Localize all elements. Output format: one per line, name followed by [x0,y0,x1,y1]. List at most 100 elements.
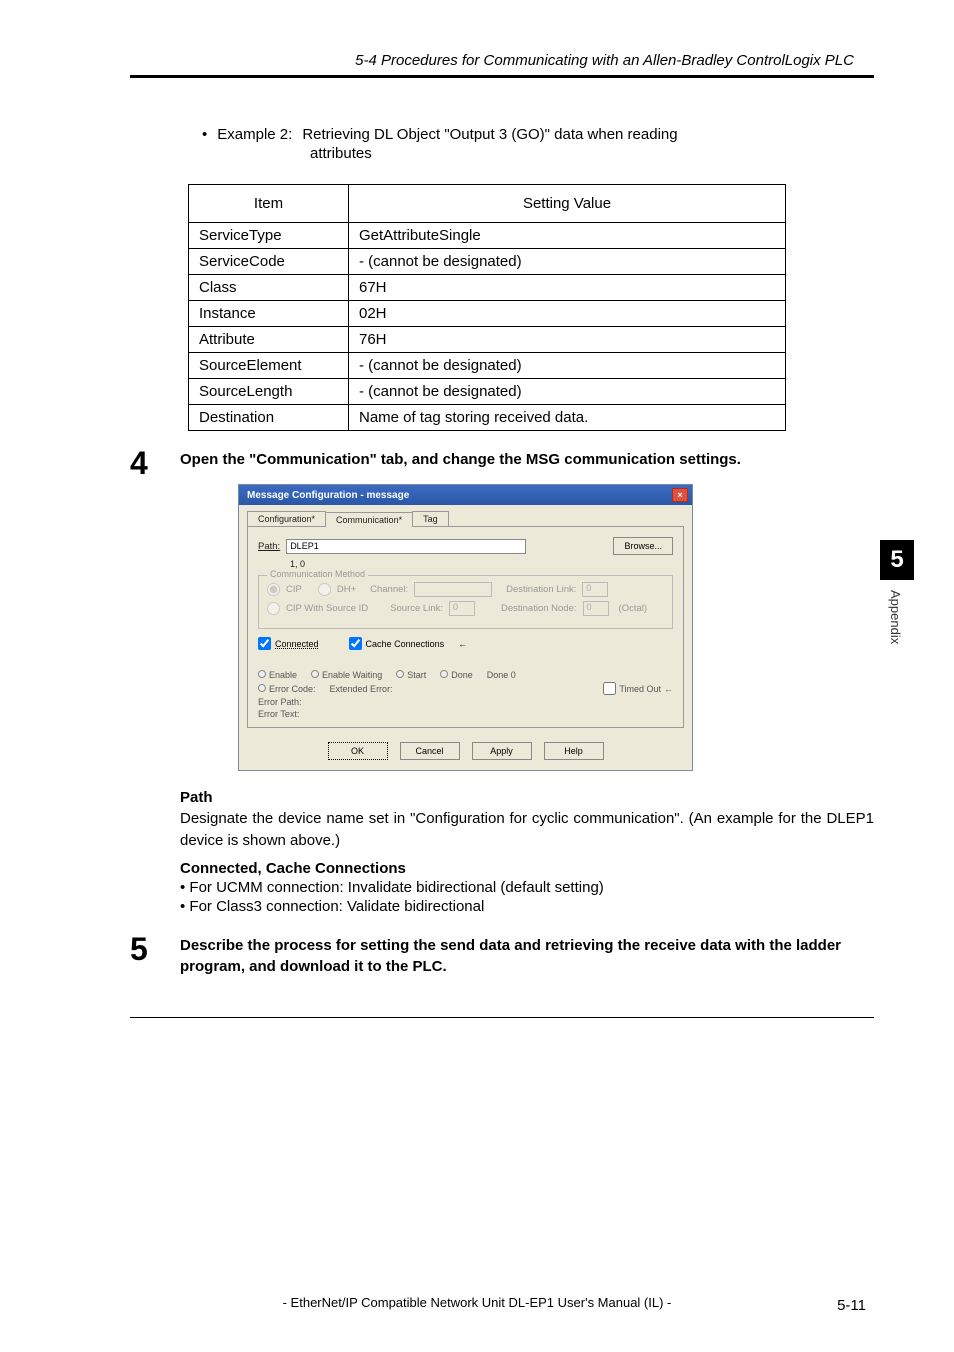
status-dot-icon [396,670,404,678]
dest-node-field[interactable]: 0 [583,601,609,616]
extended-error-label: Extended Error: [330,684,393,694]
enable-waiting-label: Enable Waiting [322,670,382,680]
step-title: Open the "Communication" tab, and change… [180,449,874,470]
page-header: 5-4 Procedures for Communicating with an… [130,52,874,69]
step-number: 5 [130,933,180,965]
status-dot-icon [258,684,266,692]
timed-out-label: Timed Out [619,684,661,694]
error-code-label: Error Code: [269,684,316,694]
th-item: Item [189,185,349,223]
tab-communication[interactable]: Communication* [325,512,413,527]
cip-radio[interactable] [267,583,280,596]
comm-method-legend: Communication Method [267,569,368,579]
table-row: SourceElement- (cannot be designated) [189,353,786,379]
cache-checkbox[interactable] [349,637,362,650]
channel-label: Channel: [370,584,408,595]
cip-label: CIP [286,584,302,595]
done-len-value: 0 [511,670,516,680]
done-label: Done [451,670,473,680]
path-input[interactable] [286,539,526,554]
cache-arrow-icon: ← [458,639,467,649]
cell-item: SourceLength [189,379,349,405]
example-label: Example 2: [217,126,292,143]
cell-item: ServiceCode [189,249,349,275]
ok-button[interactable]: OK [328,742,388,760]
cache-label: Cache Connections [366,639,445,649]
source-link-field[interactable]: 0 [449,601,475,616]
conn-bullet-1: • For UCMM connection: Invalidate bidire… [180,879,874,896]
footer-rule [130,1017,874,1018]
dest-node-label: Destination Node: [501,603,577,614]
apply-button[interactable]: Apply [472,742,532,760]
dest-link-field[interactable]: 0 [582,582,608,597]
status-dot-icon [258,670,266,678]
timed-arrow-icon: ← [664,684,673,694]
cell-item: ServiceType [189,223,349,249]
conn-heading: Connected, Cache Connections [180,860,874,877]
cell-value: - (cannot be designated) [349,249,786,275]
step-4: 4 Open the "Communication" tab, and chan… [130,449,874,917]
tab-configuration[interactable]: Configuration* [247,511,326,526]
footer-text: - EtherNet/IP Compatible Network Unit DL… [0,1295,954,1310]
close-icon[interactable]: × [672,488,688,502]
chapter-badge: 5 [880,540,914,580]
example-text: Retrieving DL Object "Output 3 (GO)" dat… [302,126,677,143]
dhp-radio[interactable] [318,583,331,596]
browse-button[interactable]: Browse... [613,537,673,555]
dialog-tabs: Configuration* Communication* Tag [239,505,692,526]
start-label: Start [407,670,426,680]
cip-with-radio[interactable] [267,602,280,615]
table-row: Class67H [189,275,786,301]
cip-with-label: CIP With Source ID [286,603,368,614]
cell-item: Instance [189,301,349,327]
cell-value: - (cannot be designated) [349,353,786,379]
cell-value: GetAttributeSingle [349,223,786,249]
step-number: 4 [130,447,180,479]
bullet: • [202,126,207,143]
source-link-label: Source Link: [390,603,443,614]
octal-label: (Octal) [619,603,648,614]
enable-label: Enable [269,670,297,680]
cell-value: 67H [349,275,786,301]
example-sub: attributes [310,145,874,162]
dialog-footer: OK Cancel Apply Help [239,736,692,770]
settings-table: Item Setting Value ServiceTypeGetAttribu… [188,184,786,431]
table-header-row: Item Setting Value [189,185,786,223]
table-row: ServiceTypeGetAttributeSingle [189,223,786,249]
cancel-button[interactable]: Cancel [400,742,460,760]
connected-checkbox[interactable] [258,637,271,650]
example-line: • Example 2: Retrieving DL Object "Outpu… [202,126,874,143]
path-sub: 1, 0 [290,559,673,569]
dest-link-label: Destination Link: [506,584,576,595]
tab-tag[interactable]: Tag [412,511,449,526]
dialog-panel: Path: Browse... 1, 0 Communication Metho… [247,526,684,728]
chapter-label: Appendix [888,590,903,644]
cell-value: 02H [349,301,786,327]
path-body: Designate the device name set in "Config… [180,808,874,852]
table-row: Instance02H [189,301,786,327]
help-button[interactable]: Help [544,742,604,760]
table-row: Attribute76H [189,327,786,353]
path-heading: Path [180,789,874,806]
done-len-label: Done [487,670,509,680]
header-rule [130,75,874,78]
cell-value: Name of tag storing received data. [349,405,786,431]
cell-item: Destination [189,405,349,431]
timed-out-checkbox[interactable] [603,682,616,695]
conn-bullet-2: • For Class3 connection: Validate bidire… [180,898,874,915]
cell-item: Class [189,275,349,301]
table-row: ServiceCode- (cannot be designated) [189,249,786,275]
channel-select[interactable] [414,582,492,597]
page-number: 5-11 [837,1297,866,1314]
dhp-label: DH+ [337,584,356,595]
cell-value: - (cannot be designated) [349,379,786,405]
status-row-2: Error Code: Extended Error: Timed Out← [258,682,673,695]
path-label: Path: [258,541,280,552]
step-5: 5 Describe the process for setting the s… [130,935,874,977]
table-row: DestinationName of tag storing received … [189,405,786,431]
dialog-titlebar[interactable]: Message Configuration - message × [239,485,692,505]
th-value: Setting Value [349,185,786,223]
cell-item: SourceElement [189,353,349,379]
side-tab: 5 Appendix [880,540,914,644]
table-row: SourceLength- (cannot be designated) [189,379,786,405]
